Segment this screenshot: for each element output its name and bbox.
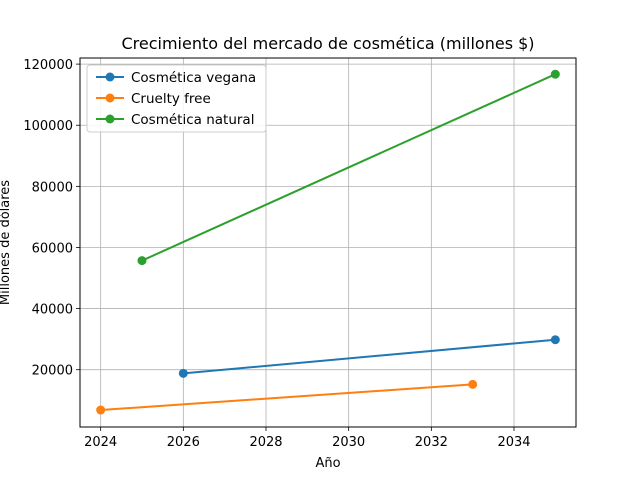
- legend-box: [86, 64, 267, 133]
- x-axis-label: Año: [315, 456, 340, 471]
- data-point: [96, 405, 106, 415]
- chart-title: Crecimiento del mercado de cosmética (mi…: [121, 34, 534, 53]
- legend: Cosmética vegana Cruelty free Cosmética na…: [86, 64, 267, 133]
- ticks: 2024 2026 2028 2030 2032 2034 20000 40000 60000 8…: [23, 58, 530, 450]
- legend-swatch-marker: [105, 93, 115, 103]
- series-line: [141, 73, 556, 262]
- x-tick-label: 2026: [167, 435, 200, 450]
- series-line: [100, 383, 473, 412]
- legend-swatch-marker: [105, 114, 115, 124]
- legend-label: Cruelty free: [131, 91, 211, 107]
- y-tick-label: 100000: [23, 119, 73, 134]
- data-point: [550, 69, 560, 79]
- y-tick-label: 40000: [32, 303, 73, 318]
- y-tick-label: 80000: [32, 180, 73, 195]
- x-tick-label: 2024: [84, 435, 117, 450]
- x-tick-label: 2032: [415, 435, 448, 450]
- data-point: [550, 335, 560, 345]
- legend-swatch-marker: [105, 72, 115, 82]
- legend-label: Cosmética vegana: [131, 70, 256, 86]
- x-tick-label: 2028: [249, 435, 282, 450]
- data-point: [137, 256, 147, 266]
- data-point: [178, 368, 188, 378]
- y-tick-label: 60000: [32, 241, 73, 256]
- data-point: [468, 379, 478, 389]
- legend-label: Cosmética natural: [131, 112, 254, 128]
- x-tick-label: 2030: [332, 435, 365, 450]
- plot-area-frame: [79, 57, 577, 428]
- x-tick-label: 2034: [497, 435, 530, 450]
- y-tick-label: 20000: [32, 364, 73, 379]
- y-tick-label: 120000: [23, 58, 73, 73]
- series-layer: [96, 69, 560, 415]
- y-axis-label: Millones de dólares: [0, 180, 13, 305]
- series-line: [183, 338, 556, 375]
